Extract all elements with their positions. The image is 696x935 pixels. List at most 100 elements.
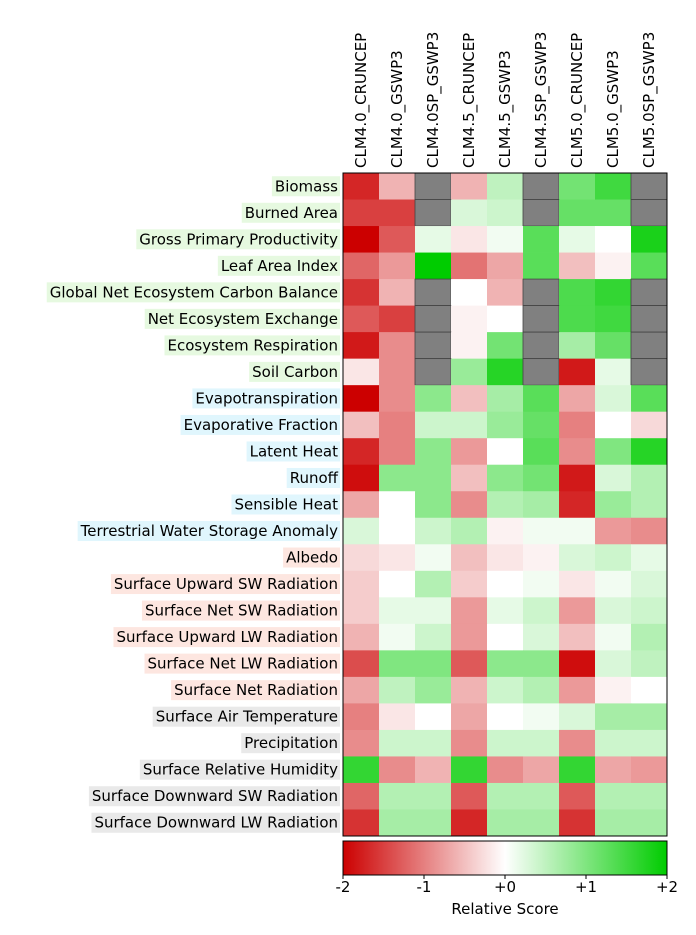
heatmap-cell [487,199,524,227]
heatmap-cell [415,305,452,333]
heatmap-cell [451,597,488,625]
row-label-background [88,786,340,807]
heatmap-cell [451,676,488,704]
heatmap-cell [487,385,524,413]
heatmap-cell [631,703,668,731]
row-label: Sensible Heat [234,496,338,514]
heatmap-cell [451,385,488,413]
heatmap-cell [523,173,560,200]
row-label: Net Ecosystem Exchange [148,310,338,328]
row-label: Latent Heat [250,442,339,460]
heatmap-cell [451,544,488,572]
row-label: Burned Area [245,204,338,222]
heatmap-cell [343,385,380,413]
row-label: Evaporative Fraction [184,416,338,434]
heatmap-cell [487,544,524,572]
colorbar-tick-label: -1 [417,878,432,896]
heatmap-cell [523,385,560,413]
heatmap-cell [595,570,632,598]
heatmap-cell [343,703,380,731]
row-label: Surface Downward LW Radiation [94,814,338,832]
heatmap-cell [595,411,632,439]
heatmap-cell [379,623,416,651]
heatmap-cell [343,597,380,625]
heatmap-cell [595,332,632,360]
heatmap-cell [631,782,668,810]
heatmap-cell [523,332,560,360]
heatmap-cell [595,597,632,625]
heatmap-cell [379,650,416,678]
heatmap-cell [343,782,380,810]
row-label: Biomass [275,177,338,195]
row-label-background [46,282,340,303]
heatmap-cell [631,173,668,200]
row-label-background [152,706,340,727]
heatmap-cell [343,358,380,386]
row-label: Surface Downward SW Radiation [92,787,338,805]
heatmap-cell [523,279,560,306]
heatmap-cell [595,703,632,731]
row-label: Gross Primary Productivity [139,230,338,248]
heatmap-cell [523,464,560,492]
heatmap-cell [559,199,596,227]
row-label-background [241,202,340,223]
heatmap-cell [595,226,632,253]
heatmap-cell [451,623,488,651]
heatmap-cell [487,782,524,810]
heatmap-cell [595,676,632,704]
heatmap-cell [559,491,596,519]
heatmap-cell [343,650,380,678]
heatmap-cell [595,650,632,678]
heatmap-cell [559,729,596,757]
heatmap-cell [379,252,416,280]
heatmap-cell [451,464,488,492]
heatmap-cell [487,676,524,704]
heatmap-cell [415,782,452,810]
row-label-background [283,547,340,568]
row-label-background [231,494,340,515]
row-label: Global Net Ecosystem Carbon Balance [50,283,338,301]
heatmap-cell [487,570,524,598]
heatmap-cell [523,756,560,784]
colorbar-tick-label: -2 [336,878,351,896]
heatmap-cell [451,305,488,333]
column-labels: CLM4.0_CRUNCEP CLM4.0_GSWP3 CLM4.0SP_GSWP3… [352,32,659,168]
heatmap-cell [379,385,416,413]
heatmap-cell [487,464,524,492]
heatmap-cell [559,385,596,413]
row-label-backgrounds [46,176,340,833]
heatmap-cell [559,756,596,784]
heatmap-cell [559,332,596,360]
column-label: CLM4.0_CRUNCEP [352,33,371,168]
heatmap-cell [631,809,668,837]
column-label: CLM5.0SP_GSWP3 [640,32,659,168]
heatmap-cell [559,570,596,598]
row-label: Albedo [286,549,338,567]
heatmap-cell [343,305,380,333]
heatmap-cell [379,676,416,704]
heatmap-cell [559,623,596,651]
heatmap-cell [343,623,380,651]
heatmap-cell [379,226,416,253]
heatmap-cell [487,279,524,306]
heatmap-cell [379,173,416,200]
heatmap-cell [523,782,560,810]
heatmap-cell [595,809,632,837]
heatmap-cell [631,729,668,757]
heatmap-cell [415,332,452,360]
heatmap-cell [343,544,380,572]
heatmap-cell [379,279,416,306]
row-label-background [249,361,340,382]
heatmap-cell [595,517,632,545]
heatmap-cell [523,729,560,757]
heatmap-cell [523,597,560,625]
heatmap-cell [595,305,632,333]
heatmap-cell [595,464,632,492]
heatmap-cell [415,676,452,704]
heatmap-cell [595,438,632,466]
heatmap-cell [451,782,488,810]
heatmap-cell [343,199,380,227]
heatmap-cell [451,703,488,731]
heatmap-cell [415,173,452,200]
row-label: Evapotranspiration [195,389,338,407]
